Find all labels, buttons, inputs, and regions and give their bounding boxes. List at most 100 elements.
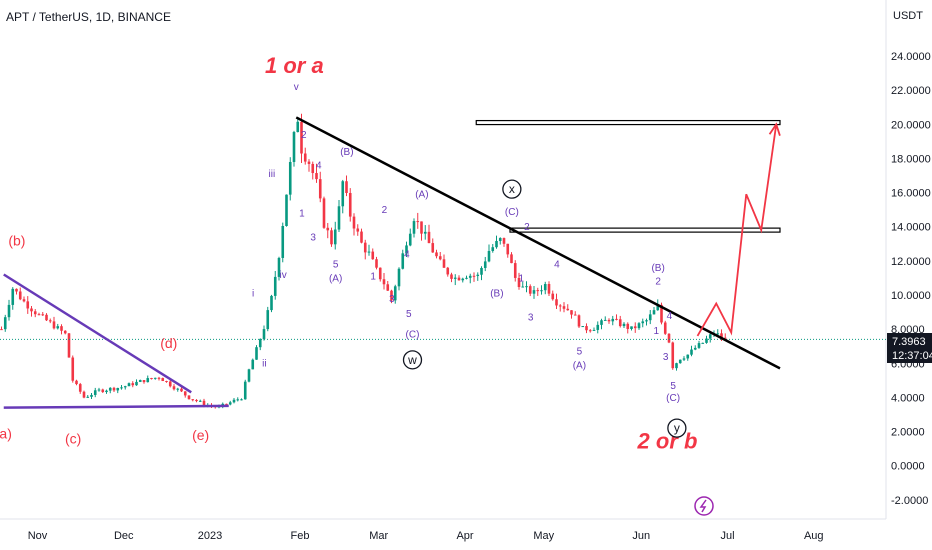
- wave-label: 4: [404, 249, 410, 260]
- candle-body: [285, 194, 288, 227]
- candle-body: [131, 383, 135, 386]
- wave-label: (C): [666, 393, 680, 404]
- upper-target-zone: [475, 119, 781, 126]
- candle-body: [412, 221, 416, 234]
- candle-body: [180, 388, 183, 392]
- candle-body: [45, 314, 48, 321]
- candle-body: [592, 329, 596, 331]
- price-tick-label: 0.0000: [891, 461, 925, 473]
- price-tick-label: 2.0000: [891, 427, 925, 439]
- price-tick-label: 18.0000: [891, 153, 931, 165]
- last-price-badge: 7.3963 12:37:04: [887, 333, 932, 363]
- candle-body: [401, 253, 405, 269]
- circled-label-ring: [402, 350, 423, 370]
- candle-body: [251, 359, 255, 370]
- wave-label: 1: [370, 272, 376, 283]
- candle-body: [228, 402, 232, 405]
- candle-body: [491, 247, 495, 251]
- candle-body: [240, 399, 243, 401]
- candle-body: [311, 163, 315, 174]
- candle-body: [690, 349, 693, 355]
- candle-body: [513, 263, 517, 278]
- candle-body: [720, 333, 723, 338]
- wave-label: 2: [382, 205, 388, 216]
- candle-body: [277, 257, 281, 277]
- candle-body: [75, 380, 78, 385]
- candle-body: [596, 324, 600, 330]
- wave-label: 4: [667, 311, 673, 322]
- candle-body: [540, 290, 543, 292]
- candle-body: [495, 240, 498, 248]
- candle-body: [341, 181, 345, 207]
- time-tick-label: Aug: [804, 530, 824, 542]
- currency-label[interactable]: USDT: [893, 10, 923, 22]
- time-axis[interactable]: Nov Dec 2023 Feb Mar Apr May Jun Jul Aug: [28, 530, 824, 542]
- lightning-icon: [699, 499, 707, 513]
- candle-body: [708, 334, 712, 339]
- candle-body: [41, 314, 45, 316]
- time-tick-label: Apr: [456, 530, 473, 542]
- wave-label: 2: [655, 277, 661, 288]
- candle-body: [146, 378, 150, 383]
- candle-body: [562, 306, 566, 309]
- candle-body: [356, 228, 360, 232]
- candle-body: [585, 326, 588, 331]
- candle-body: [705, 338, 708, 343]
- circled-label-w: w: [407, 353, 417, 367]
- candle-body: [618, 319, 622, 327]
- wave-label: (B): [490, 289, 503, 300]
- candle-body: [551, 293, 555, 300]
- price-tick-label: 10.0000: [891, 290, 931, 302]
- candle-body: [270, 295, 273, 311]
- candles: [0, 113, 727, 409]
- candle-body: [416, 221, 420, 223]
- wave-label: (b): [8, 232, 25, 248]
- candle-body: [577, 315, 581, 327]
- wave-label: 4: [554, 260, 560, 271]
- price-tick-label: -2.0000: [891, 495, 928, 507]
- candle-body: [555, 299, 558, 306]
- candle-body: [686, 354, 690, 359]
- drawings: [0, 116, 886, 409]
- candle-body: [525, 286, 528, 288]
- candle-body: [262, 329, 266, 340]
- time-tick-label: Dec: [114, 530, 134, 542]
- wave-label: 3: [310, 232, 316, 243]
- price-tick-label: 4.0000: [891, 392, 925, 404]
- circled-label-x: x: [509, 182, 515, 196]
- wave-label: i: [252, 289, 254, 300]
- candle-body: [116, 387, 120, 391]
- candle-body: [675, 363, 678, 369]
- candle-body: [678, 359, 682, 364]
- wave-label: 2: [301, 130, 307, 141]
- candle-body: [637, 323, 641, 329]
- candle-body: [378, 267, 382, 280]
- candle-body: [86, 396, 90, 398]
- candle-body: [56, 326, 60, 329]
- candle-body: [382, 279, 386, 285]
- candle-body: [142, 380, 146, 383]
- candle-body: [247, 369, 251, 382]
- indicator-icon[interactable]: [694, 496, 714, 516]
- candle-body: [615, 318, 618, 320]
- candle-body: [375, 259, 378, 268]
- candle-body: [581, 326, 585, 328]
- candle-body: [330, 230, 333, 245]
- chart-title: APT / TetherUS, 1D, BINANCE: [6, 10, 171, 24]
- wave-label: (c): [65, 430, 81, 446]
- candle-body: [397, 268, 401, 287]
- candle-body: [63, 330, 67, 334]
- candle-body: [322, 198, 326, 228]
- price-tick-label: 24.0000: [891, 51, 931, 63]
- candle-body: [682, 358, 686, 360]
- price-tick-label: 16.0000: [891, 188, 931, 200]
- candle-body: [506, 243, 510, 255]
- candle-body: [352, 216, 356, 229]
- candle-body: [435, 252, 438, 257]
- wave-label: 5: [406, 309, 412, 320]
- candle-body: [315, 173, 318, 180]
- candle-body: [333, 229, 337, 245]
- candle-body: [510, 254, 513, 264]
- candle-body: [607, 319, 611, 322]
